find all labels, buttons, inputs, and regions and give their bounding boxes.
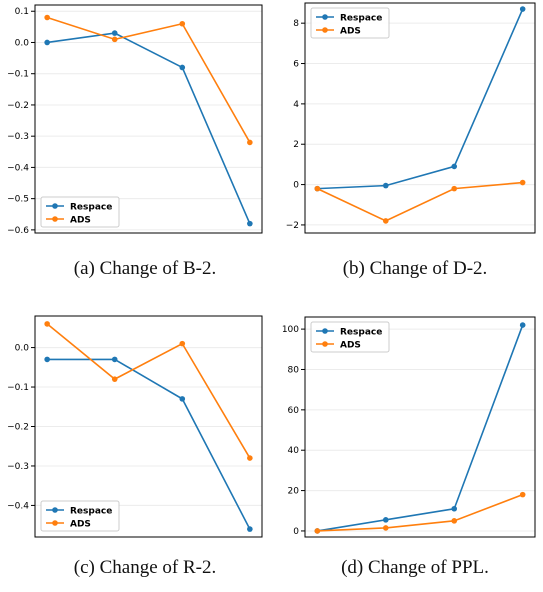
data-point-respace — [382, 517, 389, 523]
data-point-ads — [519, 179, 526, 186]
series-line-respace — [47, 32, 251, 224]
y-tick-label: 8 — [293, 19, 299, 29]
y-tick-label: 20 — [288, 487, 300, 497]
y-tick-label: −0.4 — [7, 501, 29, 511]
legend-label: Respace — [70, 203, 112, 213]
legend-marker — [322, 27, 328, 33]
data-point-respace — [179, 396, 186, 402]
chart-panel-c: 0.0 −0.1 −0.2 −0.3 −0.4 Respace ADS — [0, 305, 272, 545]
data-point-respace — [44, 356, 50, 363]
plot-frame — [34, 315, 263, 538]
data-point-ads — [451, 185, 458, 192]
y-tick-label: 2 — [293, 140, 299, 150]
data-point-ads — [111, 36, 118, 43]
data-point-ads — [247, 455, 253, 461]
legend-marker — [52, 520, 58, 526]
data-point-ads — [179, 20, 186, 27]
legend-label: ADS — [340, 341, 361, 351]
data-point-respace — [519, 6, 526, 12]
y-tick-label: −0.6 — [7, 226, 29, 236]
data-point-ads — [44, 321, 50, 327]
series-line-ads — [46, 16, 251, 143]
data-point-ads — [382, 218, 389, 224]
data-point-respace — [519, 322, 526, 328]
y-tick-label: 40 — [288, 446, 300, 456]
plot-frame — [304, 316, 536, 538]
chart-c-svg: 0.0 −0.1 −0.2 −0.3 −0.4 Respace ADS — [7, 315, 263, 538]
data-point-ads — [44, 14, 50, 21]
plot-frame — [304, 2, 536, 234]
data-point-respace — [111, 356, 118, 363]
chart-b-svg: 8 6 4 2 0 −2 Respace ADS — [286, 2, 536, 234]
series-line-ads — [317, 493, 523, 532]
y-tick-label: −0.1 — [7, 383, 29, 393]
y-tick-label: −0.5 — [7, 195, 29, 205]
data-point-ads — [382, 525, 389, 531]
data-point-respace — [451, 163, 458, 170]
legend-marker — [322, 14, 328, 20]
y-tick-label: −0.3 — [7, 132, 29, 142]
y-tick-label: −0.1 — [7, 70, 29, 80]
data-point-ads — [179, 340, 186, 347]
legend-label: Respace — [340, 14, 382, 24]
y-tick-label: −0.2 — [7, 101, 29, 111]
y-tick-label: 0 — [293, 181, 299, 191]
data-point-respace — [451, 505, 458, 512]
plot-frame — [34, 4, 263, 234]
y-tick-label: 0.0 — [15, 344, 30, 354]
y-tick-label: −0.2 — [7, 423, 29, 433]
legend-marker — [52, 203, 58, 209]
data-point-respace — [247, 526, 253, 532]
series-line-respace — [47, 358, 251, 530]
y-tick-label: 100 — [282, 325, 299, 335]
chart-panel-a: 0.1 0.0 −0.1 −0.2 −0.3 −0.4 −0.5 −0.6 Respace ADS — [0, 0, 272, 245]
y-tick-label: −0.4 — [7, 163, 29, 173]
caption-a: (a) Change of B-2. — [73, 258, 217, 279]
series-line-respace — [317, 324, 524, 532]
legend-marker — [52, 507, 58, 513]
chart-a-svg: 0.1 0.0 −0.1 −0.2 −0.3 −0.4 −0.5 −0.6 Respace ADS — [7, 4, 263, 236]
data-point-ads — [451, 518, 458, 524]
chart-d-svg: 100 80 60 40 20 0 Respace ADS — [282, 316, 536, 538]
data-point-ads — [519, 491, 526, 498]
legend-marker — [52, 216, 58, 222]
y-tick-label: 60 — [288, 406, 300, 416]
legend-label: Respace — [70, 507, 112, 517]
legend-marker — [322, 328, 328, 334]
y-tick-label: 0.1 — [15, 7, 29, 17]
data-point-ads — [111, 376, 118, 382]
series-line-ads — [46, 323, 251, 459]
chart-panel-d: 100 80 60 40 20 0 Respace ADS — [272, 305, 543, 545]
data-point-ads — [247, 139, 253, 146]
y-tick-label: 0 — [293, 527, 299, 537]
y-tick-label: 4 — [293, 100, 299, 110]
data-point-respace — [44, 39, 50, 46]
legend-label: ADS — [70, 520, 91, 530]
caption-d: (d) Change of PPL. — [341, 557, 489, 578]
data-point-ads — [314, 185, 321, 192]
caption-b: (b) Change of D-2. — [342, 258, 488, 279]
legend-label: ADS — [340, 27, 361, 37]
y-tick-label: −2 — [286, 221, 299, 231]
series-line-ads — [316, 181, 523, 222]
y-tick-label: 80 — [288, 365, 300, 375]
caption-c: (c) Change of R-2. — [73, 557, 217, 578]
chart-panel-b: 8 6 4 2 0 −2 Respace ADS — [272, 0, 543, 245]
series-line-respace — [317, 8, 524, 190]
data-point-ads — [314, 528, 321, 534]
data-point-respace — [179, 64, 186, 71]
y-tick-label: −0.3 — [7, 462, 29, 472]
legend-label: ADS — [70, 216, 91, 226]
legend-marker — [322, 341, 328, 347]
data-point-respace — [247, 220, 253, 227]
y-tick-label: 0.0 — [15, 38, 30, 48]
data-point-respace — [111, 30, 118, 36]
legend-label: Respace — [340, 328, 382, 338]
y-tick-label: 6 — [293, 60, 299, 70]
data-point-respace — [382, 182, 389, 189]
